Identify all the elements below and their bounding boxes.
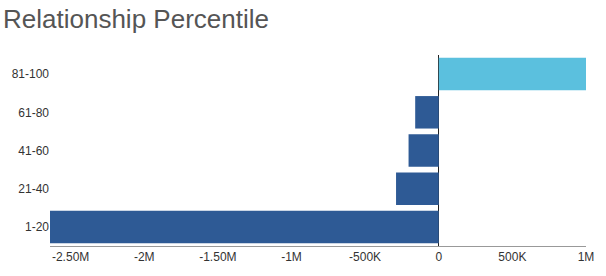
svg-text:81-100: 81-100: [12, 67, 50, 81]
svg-text:0: 0: [435, 250, 442, 264]
svg-text:1M: 1M: [578, 250, 595, 264]
svg-text:500K: 500K: [498, 250, 526, 264]
svg-text:Relationship Percentile: Relationship Percentile: [3, 4, 269, 34]
svg-text:21-40: 21-40: [18, 182, 49, 196]
svg-text:1-20: 1-20: [25, 220, 49, 234]
svg-text:61-80: 61-80: [18, 106, 49, 120]
svg-text:-500K: -500K: [349, 250, 381, 264]
svg-text:-1M: -1M: [281, 250, 302, 264]
svg-text:-1.50M: -1.50M: [199, 250, 236, 264]
svg-text:-2M: -2M: [134, 250, 155, 264]
svg-text:-2.50M: -2.50M: [52, 250, 89, 264]
svg-text:41-60: 41-60: [18, 144, 49, 158]
